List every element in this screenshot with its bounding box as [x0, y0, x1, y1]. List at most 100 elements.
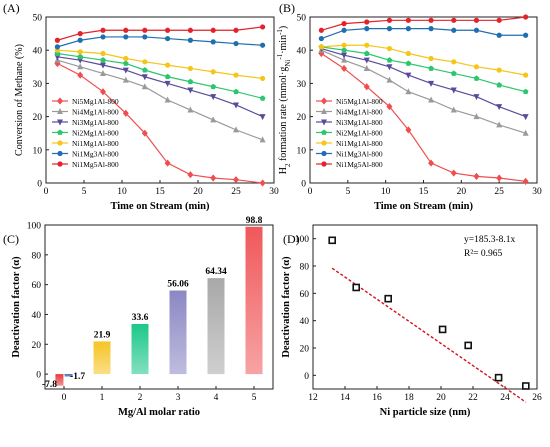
- y-axis-title-part: -1: [276, 53, 284, 59]
- data-point: [142, 59, 148, 65]
- x-tick-label: 5: [345, 187, 350, 197]
- bar: [93, 341, 111, 375]
- y-axis-title-part: formation rate (mmol·g: [278, 67, 289, 164]
- data-point: [164, 159, 171, 167]
- y-tick-label: 40: [297, 47, 307, 57]
- data-point: [100, 27, 106, 33]
- data-point: [141, 129, 148, 137]
- data-point: [450, 70, 457, 76]
- legend-label: Ni1Mg3Al-800: [72, 150, 119, 159]
- legend-label: Ni1Mg3Al-800: [336, 150, 383, 159]
- data-point: [451, 27, 457, 33]
- data-point: [451, 59, 457, 65]
- legend-marker: [321, 140, 327, 146]
- data-point: [405, 60, 412, 66]
- y-tick-label: 10: [297, 146, 307, 156]
- panel-letter: (D): [283, 232, 300, 246]
- x-axis-title: Mg/Al molar ratio: [118, 407, 200, 418]
- x-tick-label: 10: [117, 187, 127, 197]
- data-point: [473, 64, 480, 70]
- fit-line: [331, 267, 527, 403]
- data-point: [259, 95, 266, 101]
- legend-label: Ni1Mg5Al-800: [336, 160, 383, 169]
- data-point: [363, 57, 370, 64]
- data-point: [187, 27, 193, 33]
- scatter-point: [438, 325, 447, 334]
- data-point: [405, 50, 411, 57]
- legend-marker: [57, 129, 63, 135]
- legend-marker: [321, 161, 327, 167]
- plot-frame: [44, 224, 274, 390]
- fit-r-squared: R²= 0.965: [464, 249, 503, 259]
- data-point: [386, 76, 393, 83]
- scatter-point: [494, 373, 503, 382]
- panel-a-line-chart: 0 5 10 15 20 25 30 0 10 20 30 40 50 (A) Time on Stream…: [3, 1, 279, 212]
- y-tick-label: 20: [32, 341, 42, 351]
- x-tick-label: 22: [468, 393, 478, 403]
- data-point: [77, 49, 83, 55]
- data-point: [165, 35, 171, 42]
- data-point: [496, 104, 503, 111]
- data-point: [233, 176, 239, 184]
- fit-equation: y=185.3-8.1x: [464, 235, 516, 245]
- data-point: [523, 14, 529, 20]
- y-tick-label: 50: [33, 14, 43, 24]
- data-point: [141, 83, 148, 90]
- data-point: [164, 80, 171, 87]
- scatter-point: [464, 341, 473, 350]
- bar: [169, 290, 187, 375]
- series-line: [57, 36, 263, 48]
- data-point: [318, 44, 324, 50]
- data-point: [318, 35, 324, 42]
- y-tick-label: 100: [295, 235, 310, 245]
- data-point: [473, 113, 480, 120]
- data-point: [210, 116, 217, 123]
- data-point: [363, 50, 370, 56]
- data-point: [386, 103, 393, 111]
- x-tick-label: 0: [62, 393, 67, 403]
- data-point: [496, 32, 502, 38]
- x-tick-label: 20: [193, 187, 203, 197]
- legend-marker: [321, 119, 327, 126]
- data-point: [142, 34, 148, 40]
- series-line: [57, 52, 263, 99]
- data-point: [473, 27, 480, 33]
- panel-letter: (C): [3, 232, 19, 246]
- data-point: [364, 42, 370, 48]
- series-line: [57, 56, 263, 118]
- data-point: [428, 96, 435, 103]
- data-point: [450, 87, 457, 94]
- data-point: [187, 171, 194, 179]
- data-point: [210, 174, 217, 182]
- bar-value-label: -7.8: [42, 380, 57, 390]
- x-tick-label: 30: [532, 187, 542, 197]
- series-line: [321, 28, 526, 40]
- data-point: [187, 106, 194, 113]
- data-point: [260, 75, 266, 82]
- bar: [64, 374, 73, 377]
- scatter-point: [384, 294, 393, 303]
- data-point: [77, 30, 83, 37]
- data-point: [341, 42, 347, 48]
- data-point: [123, 55, 129, 62]
- data-point: [210, 94, 217, 101]
- data-point: [123, 34, 129, 40]
- data-point: [522, 177, 529, 185]
- x-axis-title: Time on Stream (min): [374, 201, 474, 212]
- y-tick-label: 20: [300, 345, 310, 355]
- x-tick-label: 5: [252, 393, 257, 403]
- data-point: [164, 73, 171, 80]
- data-point: [341, 47, 347, 53]
- data-point: [428, 80, 435, 87]
- legend-marker: [57, 108, 63, 114]
- legend-label: Ni4Mg1Al-800: [72, 108, 119, 117]
- data-point: [386, 45, 393, 52]
- data-point: [259, 179, 266, 187]
- bar-value-label: 21.9: [94, 330, 111, 340]
- data-point: [164, 96, 171, 103]
- data-point: [428, 159, 435, 167]
- data-point: [100, 34, 106, 40]
- bar-value-label: 64.34: [205, 267, 227, 277]
- x-tick-label: 12: [308, 393, 318, 403]
